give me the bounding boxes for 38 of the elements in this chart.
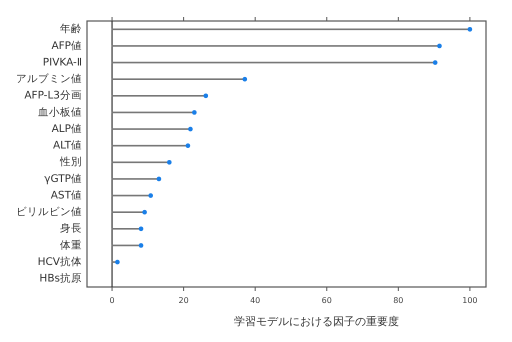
point [204, 94, 208, 98]
y-tick-label: γGTP値 [44, 172, 82, 185]
point [468, 27, 472, 32]
point [115, 260, 120, 264]
point [148, 193, 153, 198]
y-tick-label: HCV抗体 [38, 254, 82, 268]
x-tick-label: 20 [178, 296, 189, 306]
point [432, 60, 438, 65]
x-tick-label: 80 [393, 296, 404, 306]
y-tick-label: ALT値 [52, 140, 82, 152]
y-tick-label: ビリルビン値 [16, 206, 82, 218]
y-tick-label: HBs抗原 [39, 272, 82, 285]
y-tick-label: AFP値 [51, 40, 82, 52]
y-tick-label: 年齢 [60, 23, 82, 36]
x-axis-title: 学習モデルにおける因子の重要度 [234, 315, 399, 328]
point [192, 110, 197, 115]
point [437, 44, 442, 48]
point [142, 210, 147, 214]
y-tick-label: PIVKA-Ⅱ [42, 56, 82, 68]
point [138, 226, 144, 232]
point [188, 126, 193, 132]
point [242, 76, 248, 82]
y-tick-label: ALP値 [52, 122, 82, 135]
point [186, 143, 190, 148]
x-tick-label: 0 [110, 296, 115, 306]
y-tick-label: 体重 [60, 238, 82, 252]
x-tick-label: 40 [250, 296, 260, 306]
y-tick-label: AFP-L3分画 [24, 90, 82, 102]
y-tick-label: 血小板値 [38, 105, 82, 118]
point [156, 176, 162, 182]
y-tick-label: 性別 [59, 156, 82, 168]
x-tick-label: 100 [462, 296, 478, 306]
y-tick-label: アルブミン値 [16, 72, 82, 86]
y-tick-label: AST値 [50, 189, 82, 202]
y-tick-label: 身長 [60, 222, 82, 235]
point [138, 243, 144, 248]
point [167, 160, 172, 165]
x-tick-label: 60 [322, 296, 332, 306]
